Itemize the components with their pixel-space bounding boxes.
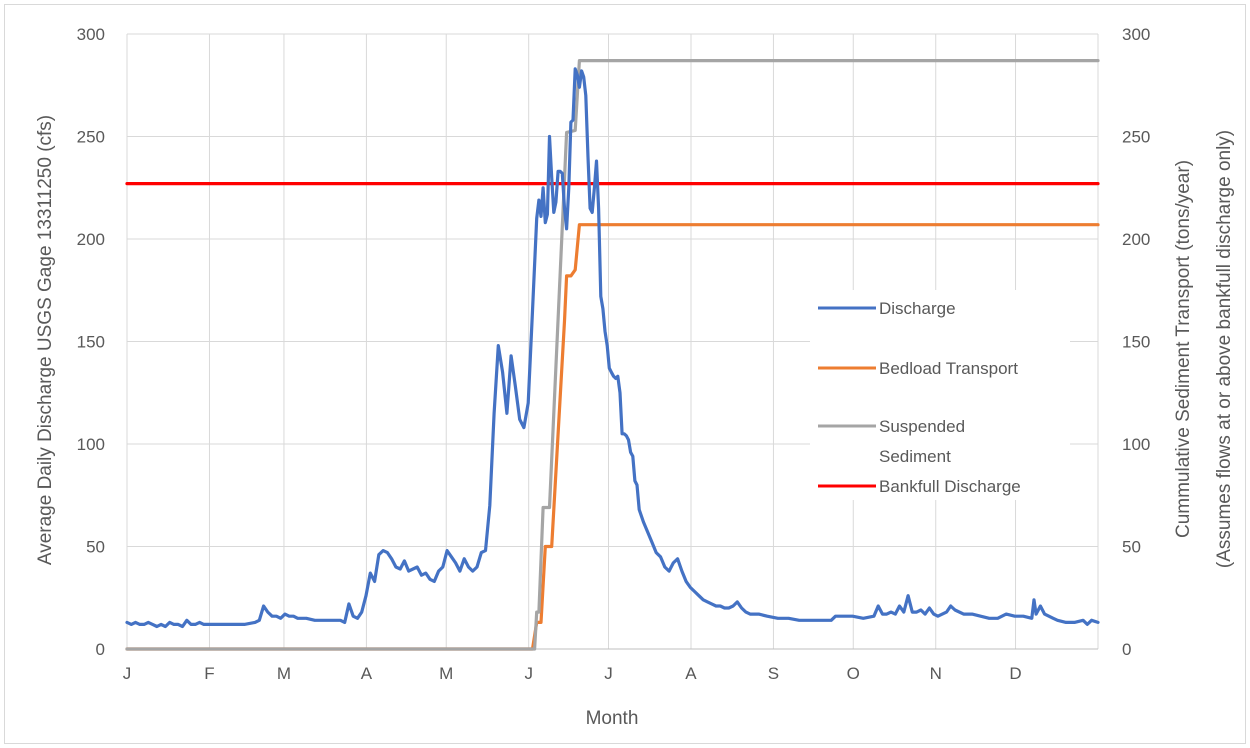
left-tick-label: 200	[77, 230, 105, 249]
series-line-discharge	[125, 67, 1100, 629]
x-tick-label: S	[768, 664, 779, 683]
left-tick-label: 150	[77, 333, 105, 352]
right-tick-label: 50	[1122, 538, 1141, 557]
left-axis-title: Average Daily Discharge USGS Gage 133112…	[35, 115, 56, 565]
series-layer	[125, 58, 1100, 651]
right-axis-ticks: 0 50 100 150 200 250 300	[1122, 25, 1150, 659]
x-axis-title: Month	[586, 708, 639, 729]
legend: Discharge Bedload Transport Suspended Se…	[810, 290, 1070, 500]
x-tick-label: O	[847, 664, 860, 683]
x-tick-label: A	[361, 664, 373, 683]
legend-label-suspended-1: Suspended	[879, 417, 965, 436]
right-axis-title-line2: (Assumes flows at or above bankfull disc…	[1214, 130, 1235, 568]
x-tick-label: J	[604, 664, 613, 683]
left-tick-label: 300	[77, 25, 105, 44]
x-tick-label: J	[123, 664, 132, 683]
right-tick-label: 150	[1122, 333, 1150, 352]
left-tick-label: 100	[77, 435, 105, 454]
right-axis-title-line1: Cummulative Sediment Transport (tons/yea…	[1173, 160, 1194, 538]
legend-label-suspended-2: Sediment	[879, 447, 951, 466]
right-tick-label: 300	[1122, 25, 1150, 44]
legend-label-bedload: Bedload Transport	[879, 359, 1018, 378]
left-tick-label: 250	[77, 128, 105, 147]
left-tick-label: 0	[96, 640, 105, 659]
right-tick-label: 250	[1122, 128, 1150, 147]
x-tick-label: F	[204, 664, 214, 683]
legend-label-bankfull: Bankfull Discharge	[879, 477, 1021, 496]
series-line-suspended-sediment	[125, 58, 1100, 651]
x-tick-label: D	[1009, 664, 1021, 683]
x-tick-label: M	[277, 664, 291, 683]
x-tick-label: M	[439, 664, 453, 683]
left-axis-ticks: 0 50 100 150 200 250 300	[77, 25, 105, 659]
legend-label-discharge: Discharge	[879, 299, 956, 318]
x-tick-label: N	[930, 664, 942, 683]
x-tick-label: J	[524, 664, 533, 683]
right-tick-label: 200	[1122, 230, 1150, 249]
x-tick-label: A	[685, 664, 697, 683]
right-tick-label: 0	[1122, 640, 1131, 659]
right-tick-label: 100	[1122, 435, 1150, 454]
left-tick-label: 50	[86, 538, 105, 557]
